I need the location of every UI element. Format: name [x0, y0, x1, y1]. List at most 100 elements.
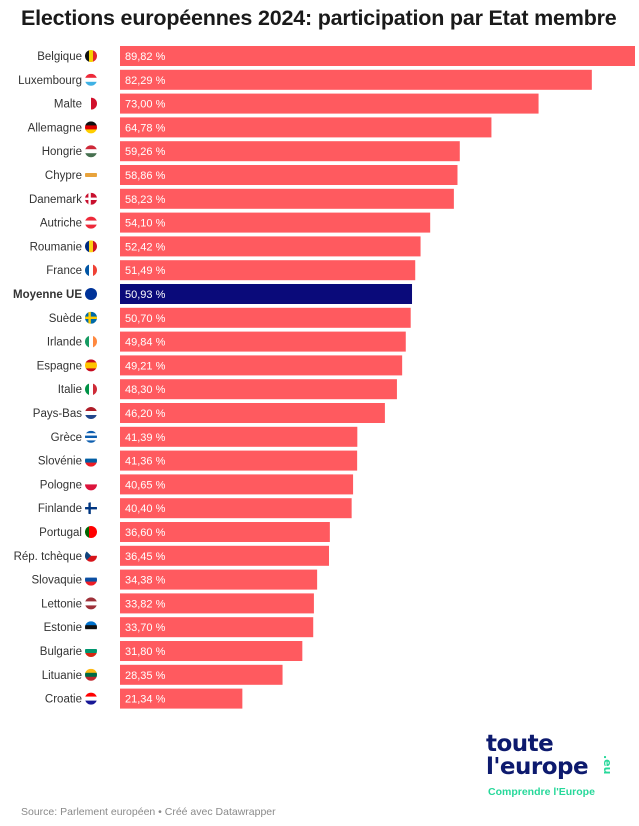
category-label: Luxembourg [18, 75, 82, 87]
flag-france-icon [85, 264, 97, 277]
bar-row: Malte 73,00 % [54, 93, 539, 114]
bar [120, 688, 243, 709]
category-label: Croatie [45, 694, 82, 706]
category-label: Estonie [44, 622, 82, 634]
bar-row: Autriche 54,10 % [40, 212, 431, 233]
toute-leurope-logo: toute l'europe .eu Comprendre l'Europe [486, 733, 614, 799]
value-label: 51,49 % [125, 265, 166, 277]
logo-line2: l'europe [486, 754, 589, 780]
bar [120, 522, 330, 542]
bar-row: Croatie 21,34 % [45, 688, 243, 709]
bar-row: Danemark 58,23 % [29, 188, 454, 209]
value-label: 50,70 % [125, 313, 166, 325]
bar-row: France 51,49 % [46, 260, 416, 281]
bar [120, 69, 592, 90]
category-label: Roumanie [30, 241, 82, 253]
value-label: 40,65 % [125, 479, 166, 491]
flag-bulgaria-icon [85, 645, 97, 657]
category-label: Allemagne [28, 122, 82, 134]
bar-row: Grèce 41,39 % [51, 426, 358, 447]
bar [120, 450, 358, 471]
bar [120, 117, 492, 138]
bar-row: Italie 48,30 % [58, 379, 397, 400]
value-label: 58,86 % [125, 170, 166, 182]
bar [120, 593, 314, 614]
bar [120, 188, 454, 209]
value-label: 48,30 % [125, 384, 166, 396]
bar [120, 569, 318, 590]
bar [120, 474, 354, 495]
category-label: Suède [49, 313, 82, 325]
flag-romania-icon [85, 240, 97, 253]
bar-row: Finlande 40,40 % [38, 498, 352, 519]
category-label: Hongrie [42, 146, 82, 158]
value-label: 59,26 % [125, 146, 166, 158]
flag-eu-icon [85, 288, 97, 300]
logo-tagline: Comprendre l'Europe [488, 786, 595, 798]
bar [120, 307, 411, 328]
bar-row: Estonie 33,70 % [44, 617, 314, 638]
value-label: 73,00 % [125, 99, 166, 111]
bar [120, 212, 431, 233]
category-label: Chypre [45, 170, 82, 182]
value-label: 82,29 % [125, 75, 166, 87]
bar-row: Chypre 58,86 % [45, 165, 458, 185]
bar-row: Slovénie 41,36 % [38, 450, 358, 471]
bar [120, 165, 458, 185]
flag-italy-icon [85, 383, 97, 396]
bar-row: Irlande 49,84 % [47, 331, 406, 352]
flag-portugal-icon [85, 526, 97, 538]
category-label: Lituanie [42, 670, 82, 682]
category-label: Malte [54, 99, 82, 111]
flag-hungary-icon [85, 145, 97, 158]
category-label: Lettonie [41, 598, 82, 610]
flag-germany-icon [85, 121, 97, 134]
flag-austria-icon [85, 216, 97, 229]
bar [120, 260, 416, 281]
flag-greece-icon [85, 430, 97, 443]
bar [120, 498, 352, 519]
value-label: 58,23 % [125, 194, 166, 206]
value-label: 89,82 % [125, 51, 166, 63]
flag-slovakia-icon [85, 573, 97, 586]
category-label: Portugal [39, 527, 82, 539]
value-label: 33,70 % [125, 622, 166, 634]
flag-czech-icon [85, 549, 97, 562]
bar-row: Luxembourg 82,29 % [18, 69, 592, 90]
category-label: Irlande [47, 337, 82, 349]
bar [120, 331, 406, 352]
category-label: Autriche [40, 218, 82, 230]
bar-row: Hongrie 59,26 % [42, 141, 460, 162]
value-label: 34,38 % [125, 575, 166, 587]
flag-netherlands-icon [85, 407, 97, 419]
flag-cyprus-icon [85, 169, 97, 181]
flag-belgium-icon [85, 50, 97, 62]
value-label: 41,39 % [125, 432, 166, 444]
bar [120, 403, 385, 423]
flag-sweden-icon [85, 311, 97, 324]
category-label: Belgique [37, 51, 82, 63]
bar [120, 545, 329, 566]
flag-finland-icon [85, 502, 97, 515]
category-label: Italie [58, 384, 82, 396]
bar-row: Slovaquie 34,38 % [31, 569, 318, 590]
bar-row: Lituanie 28,35 % [42, 664, 283, 685]
bar-row: Espagne 49,21 % [37, 355, 403, 376]
bar-row: Rép. tchèque 36,45 % [14, 545, 329, 566]
category-label: Pologne [40, 479, 82, 491]
value-label: 36,45 % [125, 551, 166, 563]
bar [120, 617, 314, 638]
value-label: 50,93 % [125, 289, 166, 301]
bar [120, 379, 397, 400]
bar [120, 93, 539, 114]
flag-spain-icon [85, 359, 97, 372]
bar [120, 236, 421, 257]
flag-lithuania-icon [85, 668, 97, 681]
flag-slovenia-icon [85, 454, 97, 467]
value-label: 28,35 % [125, 670, 166, 682]
category-label: Moyenne UE [13, 289, 82, 301]
category-label: France [46, 265, 82, 277]
bar-row: Roumanie 52,42 % [30, 236, 421, 257]
value-label: 41,36 % [125, 456, 166, 468]
